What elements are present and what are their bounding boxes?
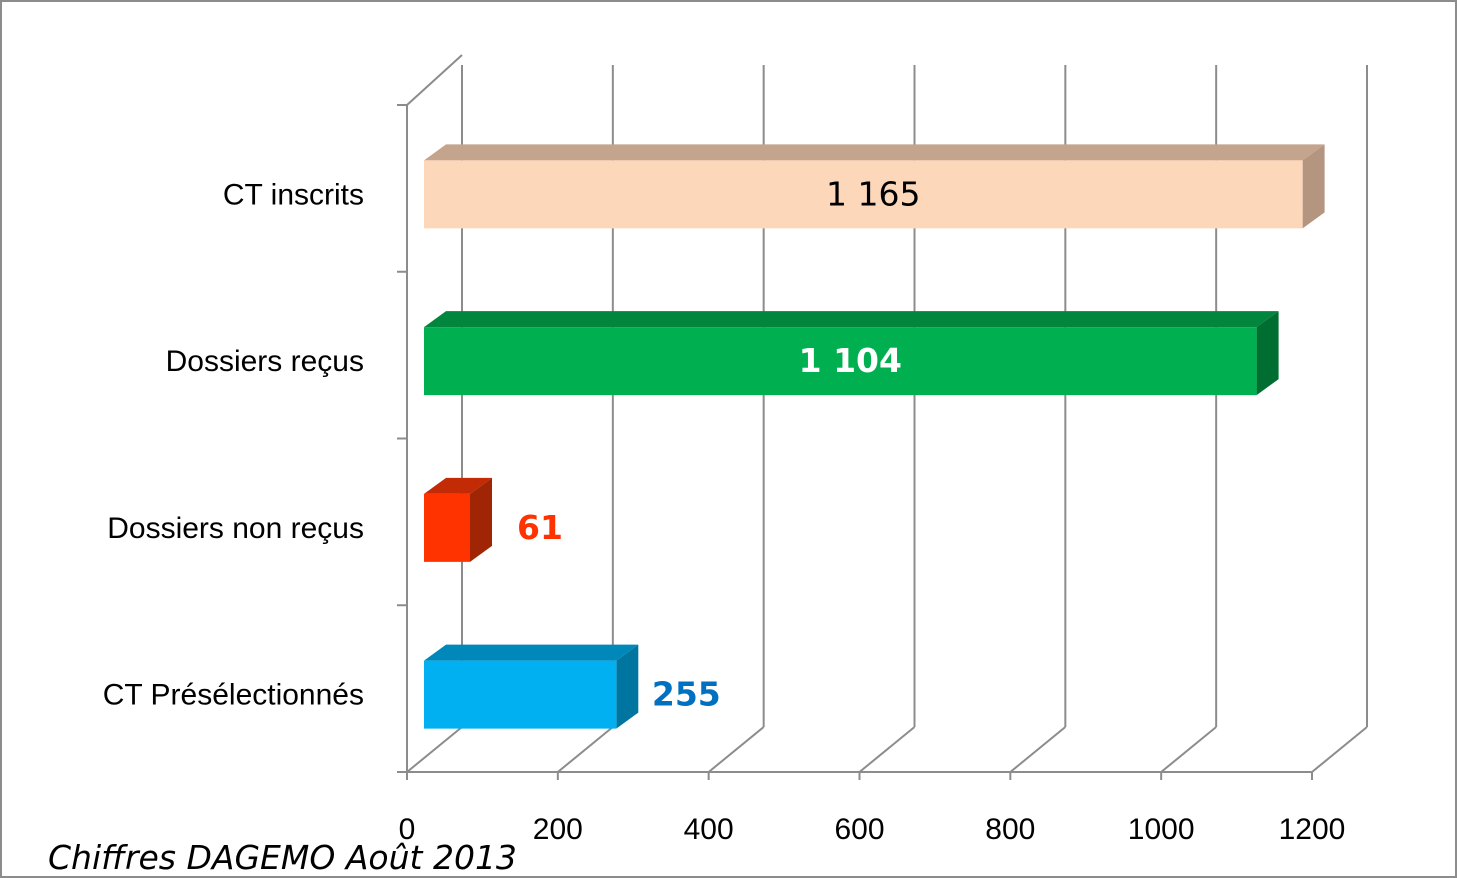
bar-front — [424, 660, 617, 729]
floor-line — [708, 726, 765, 773]
x-tick-label: 600 — [834, 813, 884, 846]
category-label: Dossiers non reçus — [107, 512, 364, 545]
bar-0 — [424, 144, 1325, 229]
bar-1 — [424, 311, 1279, 396]
data-label: 255 — [652, 675, 721, 714]
data-label: 1 104 — [799, 341, 902, 380]
data-label: 1 165 — [826, 174, 920, 213]
bar-3 — [424, 644, 639, 729]
source-note: Chiffres DAGEMO Août 2013 — [48, 838, 517, 877]
x-tick-label: 200 — [533, 813, 583, 846]
x-tick-label: 1200 — [1279, 813, 1346, 846]
floor-line — [1009, 726, 1066, 773]
floor-line — [1160, 726, 1217, 773]
floor-line — [406, 726, 463, 773]
bar-top — [424, 477, 493, 494]
bar-top — [424, 311, 1279, 328]
x-tick-label: 1000 — [1128, 813, 1195, 846]
bar-side — [616, 644, 639, 729]
gridlines — [406, 65, 1368, 773]
bar-front — [424, 160, 1303, 229]
bar-front — [424, 327, 1257, 396]
category-label: CT Présélectionnés — [103, 679, 364, 712]
floor-line — [1311, 726, 1368, 773]
labels: 0 200 400 600 800 1000 1200 CT inscrits 1 165 Dos… — [103, 174, 1346, 846]
bar-side — [1256, 311, 1279, 396]
category-label: CT inscrits — [223, 178, 364, 211]
floor-line — [858, 726, 916, 773]
bar-side — [1302, 144, 1325, 229]
data-label: 61 — [517, 508, 563, 547]
x-tick-label: 400 — [684, 813, 734, 846]
bar-2 — [424, 477, 493, 562]
x-tick-label: 800 — [985, 813, 1035, 846]
bar-top — [424, 144, 1325, 161]
wall-edge — [406, 54, 463, 106]
bar-top — [424, 644, 639, 661]
bars — [424, 144, 1325, 729]
x-tick-label: 0 — [399, 813, 416, 846]
floor-line — [557, 726, 614, 773]
category-label: Dossiers reçus — [166, 345, 364, 378]
axes — [397, 54, 1313, 780]
bar-front — [424, 493, 471, 562]
bar-side — [470, 477, 493, 562]
